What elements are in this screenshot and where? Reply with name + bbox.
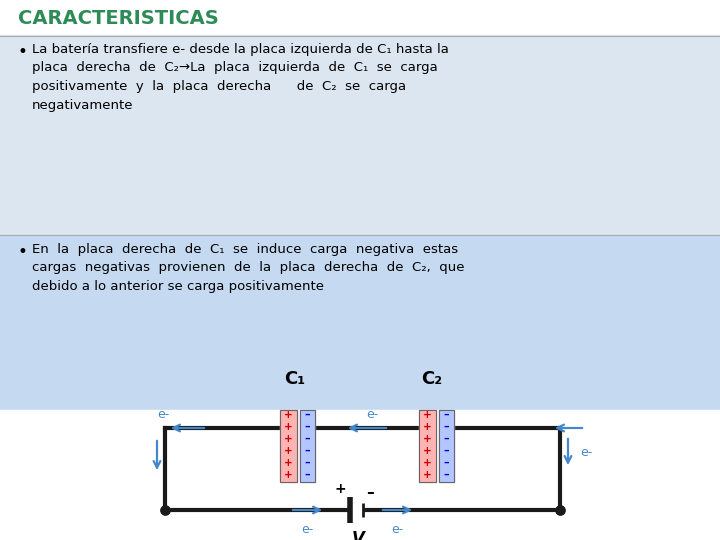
Bar	[300, 410, 315, 482]
Text: +: +	[334, 482, 346, 496]
Text: +: +	[423, 410, 432, 420]
Text: +: +	[423, 458, 432, 468]
Text: –: –	[305, 458, 310, 468]
Text: •: •	[18, 243, 28, 261]
Bar	[419, 410, 436, 482]
Point	[159, 505, 171, 514]
Bar	[0, 410, 720, 540]
Text: C₂: C₂	[421, 370, 443, 388]
Bar	[0, 0, 720, 35]
Text: +: +	[284, 470, 293, 480]
Text: V: V	[351, 530, 364, 540]
Text: •: •	[18, 43, 28, 61]
Text: –: –	[444, 434, 449, 444]
Text: –: –	[444, 446, 449, 456]
Text: –: –	[305, 434, 310, 444]
Text: +: +	[284, 434, 293, 444]
Text: e-: e-	[580, 447, 593, 460]
Text: –: –	[305, 446, 310, 456]
Bar	[0, 35, 720, 235]
Text: e-: e-	[366, 408, 378, 421]
Bar	[280, 410, 297, 482]
Text: C₁: C₁	[284, 370, 305, 388]
Text: –: –	[444, 410, 449, 420]
Text: +: +	[284, 446, 293, 456]
Text: +: +	[284, 458, 293, 468]
Text: e-: e-	[301, 523, 313, 536]
Text: En  la  placa  derecha  de  C₁  se  induce  carga  negativa  estas
cargas  negat: En la placa derecha de C₁ se induce carg…	[32, 243, 464, 293]
Point	[554, 505, 566, 514]
Bar	[439, 410, 454, 482]
Bar	[300, 410, 315, 482]
Text: –: –	[366, 485, 374, 500]
Text: +: +	[284, 410, 293, 420]
Text: e-: e-	[391, 523, 403, 536]
Text: –: –	[305, 470, 310, 480]
Text: +: +	[423, 470, 432, 480]
Text: –: –	[444, 422, 449, 432]
Text: +: +	[423, 422, 432, 432]
Bar	[0, 235, 720, 410]
Text: +: +	[423, 434, 432, 444]
Text: e-: e-	[157, 408, 169, 421]
Text: –: –	[305, 422, 310, 432]
Text: +: +	[284, 422, 293, 432]
Text: La batería transfiere e- desde la placa izquierda de C₁ hasta la
placa  derecha : La batería transfiere e- desde la placa …	[32, 43, 449, 111]
Bar	[280, 410, 297, 482]
Text: –: –	[444, 458, 449, 468]
Text: –: –	[444, 470, 449, 480]
Bar	[419, 410, 436, 482]
Text: –: –	[305, 410, 310, 420]
Text: CARACTERISTICAS: CARACTERISTICAS	[18, 9, 219, 28]
Text: +: +	[423, 446, 432, 456]
Bar	[439, 410, 454, 482]
